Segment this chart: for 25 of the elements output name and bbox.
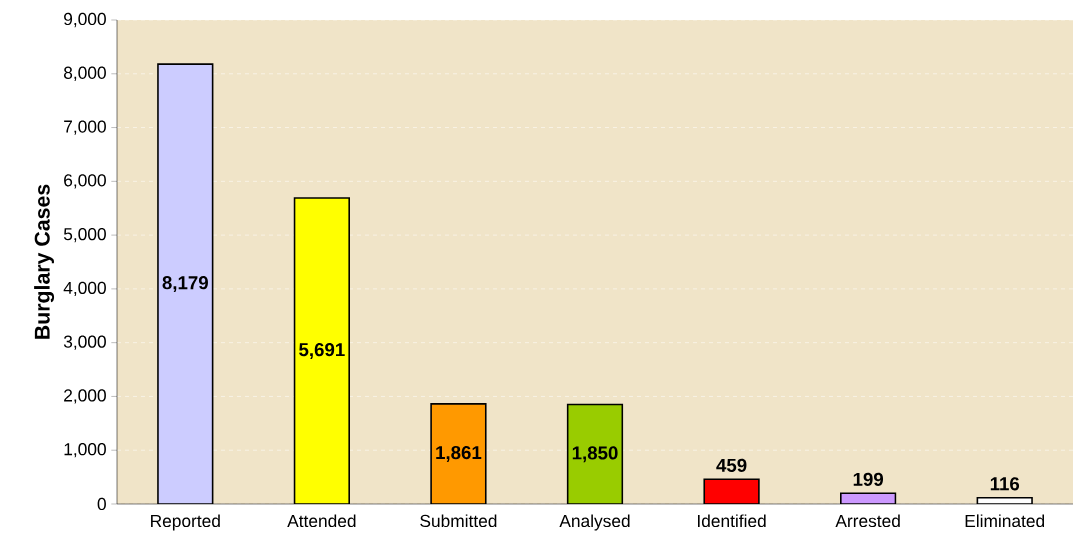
- y-tick-label: 3,000: [63, 335, 106, 350]
- data-label: 459: [716, 458, 747, 472]
- x-tick-label: Analysed: [559, 514, 630, 531]
- y-tick-label: 6,000: [64, 174, 106, 189]
- y-tick-label: 2,000: [64, 389, 106, 404]
- x-tick-label: Reported: [151, 514, 220, 531]
- data-label: 1,850: [572, 446, 618, 463]
- y-tick-label: 0: [97, 497, 106, 511]
- y-axis-title: Burglary Cases: [34, 184, 55, 339]
- data-label: 199: [853, 472, 884, 486]
- data-label: 8,179: [162, 276, 208, 293]
- data-label: 1,861: [436, 445, 482, 462]
- x-tick-label: Submitted: [420, 514, 497, 528]
- x-tick-label: Attended: [287, 514, 356, 528]
- x-tick-label: Identified: [698, 514, 766, 528]
- y-tick-label: 1,000: [64, 443, 106, 458]
- x-tick-label: Arrested: [835, 514, 900, 528]
- x-tick-label: Eliminated: [965, 514, 1045, 528]
- data-label: 5,691: [299, 342, 345, 359]
- data-label: 116: [990, 477, 1020, 491]
- y-tick-label: 7,000: [64, 120, 106, 135]
- y-tick-label: 4,000: [63, 281, 106, 297]
- y-tick-label: 5,000: [63, 227, 106, 243]
- y-tick-label: 8,000: [63, 66, 106, 81]
- y-tick-label: 9,000: [64, 12, 106, 28]
